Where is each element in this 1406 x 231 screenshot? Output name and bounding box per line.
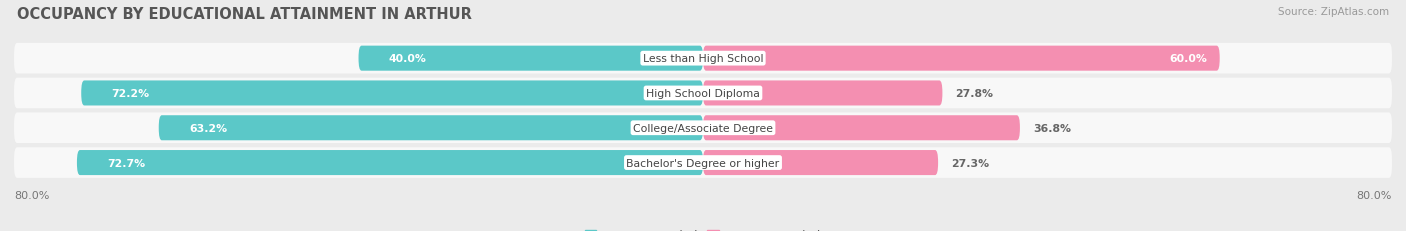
Text: 36.8%: 36.8%	[1033, 123, 1071, 133]
FancyBboxPatch shape	[703, 46, 1219, 71]
FancyBboxPatch shape	[14, 44, 1392, 74]
Text: 80.0%: 80.0%	[1357, 190, 1392, 200]
FancyBboxPatch shape	[359, 46, 703, 71]
Text: 80.0%: 80.0%	[14, 190, 49, 200]
FancyBboxPatch shape	[703, 116, 1019, 141]
Text: Source: ZipAtlas.com: Source: ZipAtlas.com	[1278, 7, 1389, 17]
Text: 72.2%: 72.2%	[111, 88, 149, 99]
Text: Less than High School: Less than High School	[643, 54, 763, 64]
Text: 60.0%: 60.0%	[1168, 54, 1206, 64]
FancyBboxPatch shape	[703, 81, 942, 106]
FancyBboxPatch shape	[14, 148, 1392, 178]
Text: 72.7%: 72.7%	[107, 158, 145, 168]
FancyBboxPatch shape	[14, 113, 1392, 143]
Legend: Owner-occupied, Renter-occupied: Owner-occupied, Renter-occupied	[579, 224, 827, 231]
Text: High School Diploma: High School Diploma	[647, 88, 759, 99]
Text: OCCUPANCY BY EDUCATIONAL ATTAINMENT IN ARTHUR: OCCUPANCY BY EDUCATIONAL ATTAINMENT IN A…	[17, 7, 472, 22]
FancyBboxPatch shape	[82, 81, 703, 106]
Text: 63.2%: 63.2%	[188, 123, 226, 133]
Text: 40.0%: 40.0%	[388, 54, 426, 64]
Text: Bachelor's Degree or higher: Bachelor's Degree or higher	[627, 158, 779, 168]
Text: 27.8%: 27.8%	[955, 88, 993, 99]
FancyBboxPatch shape	[159, 116, 703, 141]
FancyBboxPatch shape	[77, 150, 703, 175]
FancyBboxPatch shape	[14, 78, 1392, 109]
Text: 27.3%: 27.3%	[950, 158, 990, 168]
Text: College/Associate Degree: College/Associate Degree	[633, 123, 773, 133]
FancyBboxPatch shape	[703, 150, 938, 175]
